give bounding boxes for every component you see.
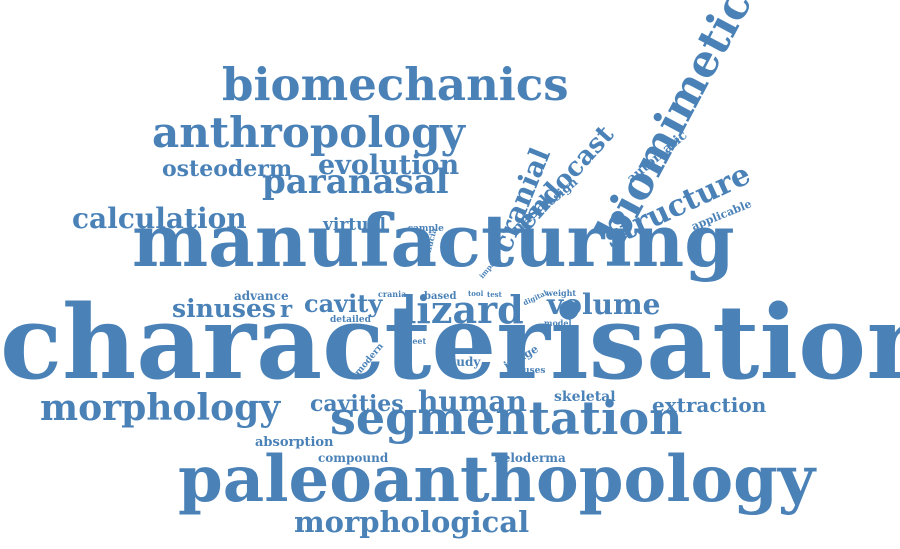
word-tool: tool (468, 289, 484, 298)
word-cavities: cavities (310, 391, 404, 417)
word-study: study (444, 355, 481, 369)
word-evolution: evolution (318, 150, 460, 181)
word-weight: weight (546, 288, 577, 298)
word-lizard: lizard (402, 287, 524, 332)
word-detailed: detailed (330, 315, 371, 325)
word-advance: advance (234, 289, 289, 303)
word-cavity: cavity (304, 289, 383, 318)
word-extraction: extraction (652, 393, 767, 417)
word-paranasal: paranasal (262, 162, 449, 202)
word-heloderma: heloderma (494, 451, 566, 465)
word-osteoderm: osteoderm (162, 156, 293, 182)
word-manufacturing: manufacturing (132, 198, 735, 283)
word-sample: sample (408, 224, 444, 234)
word-test: test (487, 290, 502, 299)
word-human: human (418, 385, 527, 418)
word-based: based (424, 291, 457, 302)
word-morphological: morphological (294, 505, 530, 539)
word-absorption: absorption (255, 435, 334, 450)
word-r: r (280, 296, 293, 323)
word-biomechanics: biomechanics (222, 58, 569, 111)
word-compound: compound (318, 451, 389, 465)
word-calculation: calculation (72, 202, 247, 235)
word-paleoanthopology: paleoanthopology (178, 442, 816, 517)
word-anthropology: anthropology (152, 108, 465, 157)
word-skeletal: skeletal (554, 389, 616, 405)
word-sinuses: sinuses (172, 294, 276, 323)
word-morphology: morphology (40, 387, 281, 429)
word-characterisation: characterisation (0, 283, 900, 403)
word-model: model (544, 318, 572, 328)
word-crania: crania (378, 289, 407, 299)
word-volume: volume (547, 288, 661, 321)
word-segmentation: segmentation (330, 391, 683, 445)
word-sheet: sheet (402, 336, 427, 346)
word-virtual: virtual (323, 215, 386, 235)
word-sinuses: sinuses (508, 366, 546, 376)
